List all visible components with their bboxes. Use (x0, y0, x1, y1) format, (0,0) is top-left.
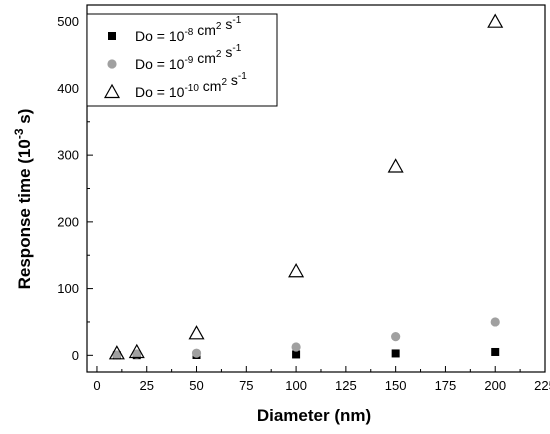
y-tick-label: 300 (57, 148, 79, 163)
x-tick-label: 225 (534, 378, 550, 393)
data-point (132, 349, 142, 359)
x-tick-label: 75 (239, 378, 253, 393)
series-1 (112, 347, 500, 360)
data-point (491, 347, 500, 356)
data-points (108, 13, 504, 360)
x-tick-label: 125 (335, 378, 357, 393)
data-point (487, 13, 504, 28)
y-tick-label: 200 (57, 214, 79, 229)
data-point (391, 332, 401, 342)
y-axis: 0 100 200 300 400 500 (57, 14, 93, 363)
y-tick-label: 400 (57, 81, 79, 96)
x-tick-label: 50 (189, 378, 203, 393)
data-point (108, 345, 125, 360)
legend-marker (107, 59, 117, 69)
data-point (391, 349, 400, 358)
data-point (291, 342, 301, 352)
y-axis-title: Response time (10-3 s) (12, 109, 34, 290)
y-axis-title-suffix: s) (15, 109, 34, 129)
legend-label: Do = 10-9 cm2 s-1 (135, 43, 242, 72)
series-2 (112, 317, 500, 360)
data-point (112, 350, 122, 360)
data-point (292, 350, 301, 359)
data-point (188, 325, 205, 340)
x-tick-label: 100 (285, 378, 307, 393)
y-axis-title-exponent: -3 (12, 128, 26, 139)
y-tick-label: 100 (57, 281, 79, 296)
legend-marker (103, 83, 121, 99)
x-tick-label: 200 (484, 378, 506, 393)
legend-label: Do = 10-10 cm2 s-1 (135, 71, 247, 100)
x-tick-label: 150 (385, 378, 407, 393)
legend-box (86, 13, 278, 107)
x-tick-label: 25 (140, 378, 154, 393)
legend-marker (108, 32, 116, 40)
x-axis-title: Diameter (nm) (257, 406, 371, 425)
series-3 (108, 13, 504, 360)
data-point (128, 343, 145, 359)
x-tick-label: 175 (435, 378, 457, 393)
legend-label: Do = 10-8 cm2 s-1 (135, 15, 242, 44)
y-tick-label: 0 (72, 348, 79, 363)
data-point (191, 348, 202, 358)
x-tick-label: 0 (93, 378, 100, 393)
data-point (288, 263, 305, 278)
legend: Do = 10-8 cm2 s-1Do = 10-9 cm2 s-1Do = 1… (86, 13, 278, 107)
x-axis: 0 25 50 75 100 125 150 175 200 225 (93, 366, 550, 393)
y-axis-title-prefix: Response time (10 (15, 139, 34, 289)
data-point (490, 317, 500, 327)
data-point (387, 158, 404, 173)
y-tick-label: 500 (57, 14, 79, 29)
